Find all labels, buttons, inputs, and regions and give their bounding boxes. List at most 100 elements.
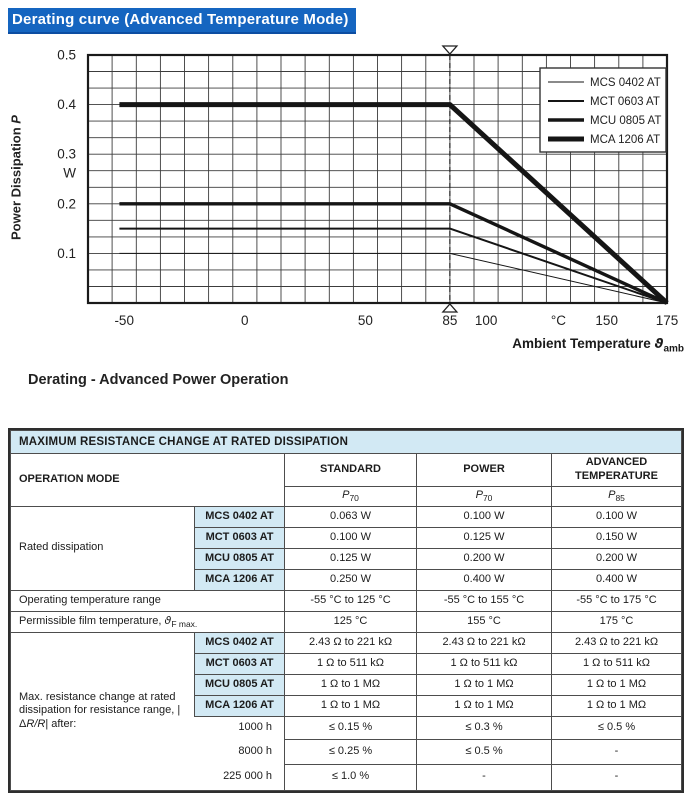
value-cell: 0.100 W [416,505,552,528]
theta-symbol: ϑ [164,613,172,627]
value-cell: -55 °C to 155 °C [416,589,552,612]
table-title: MAXIMUM RESISTANCE CHANGE AT RATED DISSI… [10,429,682,455]
value-cell: 1 Ω to 1 MΩ [284,673,417,696]
x-tick-label: 150 [595,313,618,328]
derating-chart-svg: MCS 0402 AT MCT 0603 AT MCU 0805 AT MCA 120… [57,45,679,328]
value-cell: 0.100 W [284,526,417,549]
resistance-table-frame: MAXIMUM RESISTANCE CHANGE AT RATED DISSI… [8,428,684,793]
model-cell: MCA 1206 AT [194,568,285,591]
value-cell: 2.43 Ω to 221 kΩ [551,631,682,654]
value-cell: 1 Ω to 511 kΩ [284,652,417,675]
value-cell: 1 Ω to 1 MΩ [284,694,417,717]
value-cell: -55 °C to 125 °C [284,589,417,612]
y-axis-title-symbol: P [8,115,24,124]
derating-chart: MCS 0402 AT MCT 0603 AT MCU 0805 AT MCA 120… [0,38,690,372]
value-cell: 0.150 W [551,526,682,549]
legend-label: MCA 1206 AT [590,134,660,146]
value-cell: 2.43 Ω to 221 kΩ [416,631,552,654]
series-line-mcs-0402-at [119,252,668,304]
model-cell: MCU 0805 AT [194,547,285,570]
theta-symbol: ϑ [654,336,664,352]
reference-marker-top-triangle-icon [441,45,459,55]
resistance-change-suffix: | after: [45,718,77,731]
y-axis-unit-label: W [63,166,76,181]
p-sub: 70 [349,493,359,504]
value-cell: 0.400 W [551,568,682,591]
time-label-cell: 8000 h [194,739,285,765]
film-temperature-text: Permissible film temperature, [19,614,165,627]
value-cell: 1 Ω to 1 MΩ [416,694,552,717]
p-base: P [342,488,350,501]
x-tick-label: °C [551,313,566,328]
chart-caption: Derating - Advanced Power Operation [28,372,289,388]
value-cell: 175 °C [551,610,682,633]
time-label-cell: 1000 h [194,715,285,740]
y-tick-label: 0.5 [57,48,76,63]
time-label-cell: 225 000 h [194,764,285,791]
model-cell: MCS 0402 AT [194,505,285,528]
value-cell: ≤ 0.5 % [416,738,552,765]
p-sub: 70 [482,493,493,504]
p-symbol-power: P70 [416,485,552,507]
x-axis-title-text: Ambient Temperature [512,336,655,351]
x-tick-label: 85 [442,313,457,328]
resistance-change-label: Max. resistance change at rated dissipat… [10,631,195,791]
value-cell: 1 Ω to 1 MΩ [551,694,682,717]
film-temperature-label: Permissible film temperature, ϑF max. [10,610,285,633]
plot-border [86,53,669,305]
x-tick-label: 0 [241,313,249,328]
y-tick-label: 0.1 [57,246,76,261]
value-cell: - [551,763,682,791]
value-cell: 155 °C [416,610,552,633]
p-symbol-advanced: P85 [551,485,682,507]
y-axis-title: Power Dissipation P [9,68,24,288]
p-symbol-standard: P70 [284,485,417,507]
page-title: Derating curve (Advanced Temperature Mod… [8,8,356,34]
value-cell: 2.43 Ω to 221 kΩ [284,631,417,654]
p-base: P [475,488,483,501]
page-title-text: Derating curve (Advanced Temperature Mod… [12,11,349,28]
value-cell: 1 Ω to 1 MΩ [416,673,552,696]
model-cell: MCS 0402 AT [194,631,285,654]
value-cell: 1 Ω to 511 kΩ [551,652,682,675]
value-cell: 0.400 W [416,568,552,591]
rated-dissipation-label: Rated dissipation [10,505,195,591]
x-tick-label: 175 [656,313,679,328]
col-header-operation-mode: OPERATION MODE [10,453,285,507]
resistance-change-text: Max. resistance change at rated dissipat… [19,690,181,731]
y-tick-label: 0.3 [57,147,76,162]
p-base: P [608,488,616,501]
value-cell: 1 Ω to 1 MΩ [551,673,682,696]
value-cell: ≤ 0.15 % [284,715,417,740]
value-cell: -55 °C to 175 °C [551,589,682,612]
value-cell: - [416,763,552,791]
resistance-table: MAXIMUM RESISTANCE CHANGE AT RATED DISSI… [10,429,682,791]
value-cell: ≤ 0.3 % [416,715,552,740]
value-cell: 1 Ω to 511 kΩ [416,652,552,675]
legend-label: MCT 0603 AT [590,96,660,108]
value-cell: 0.125 W [284,547,417,570]
series-line-mca-1206-at [119,102,669,305]
x-tick-label: 50 [358,313,373,328]
model-cell: MCU 0805 AT [194,673,285,696]
model-cell: MCA 1206 AT [194,694,285,717]
resistance-change-italic: R/R [26,718,46,731]
x-axis-title-subscript: amb [663,343,684,355]
series-line-mct-0603-at [119,227,668,304]
series-line-mcu-0805-at [119,202,668,305]
value-cell: 0.100 W [551,505,682,528]
value-cell: ≤ 0.5 % [551,715,682,740]
x-axis-title: Ambient Temperature ϑamb [512,336,684,355]
legend-label: MCU 0805 AT [590,115,661,127]
reference-marker-bottom-triangle-icon [441,303,459,313]
legend-label: MCS 0402 AT [590,77,661,89]
value-cell: ≤ 1.0 % [284,763,417,791]
model-cell: MCT 0603 AT [194,526,285,549]
y-tick-label: 0.4 [57,97,76,112]
value-cell: 0.250 W [284,568,417,591]
value-cell: 125 °C [284,610,417,633]
p-sub: 85 [615,493,625,504]
col-header-advanced-temperature: ADVANCED TEMPERATURE [551,453,682,487]
value-cell: - [551,738,682,765]
